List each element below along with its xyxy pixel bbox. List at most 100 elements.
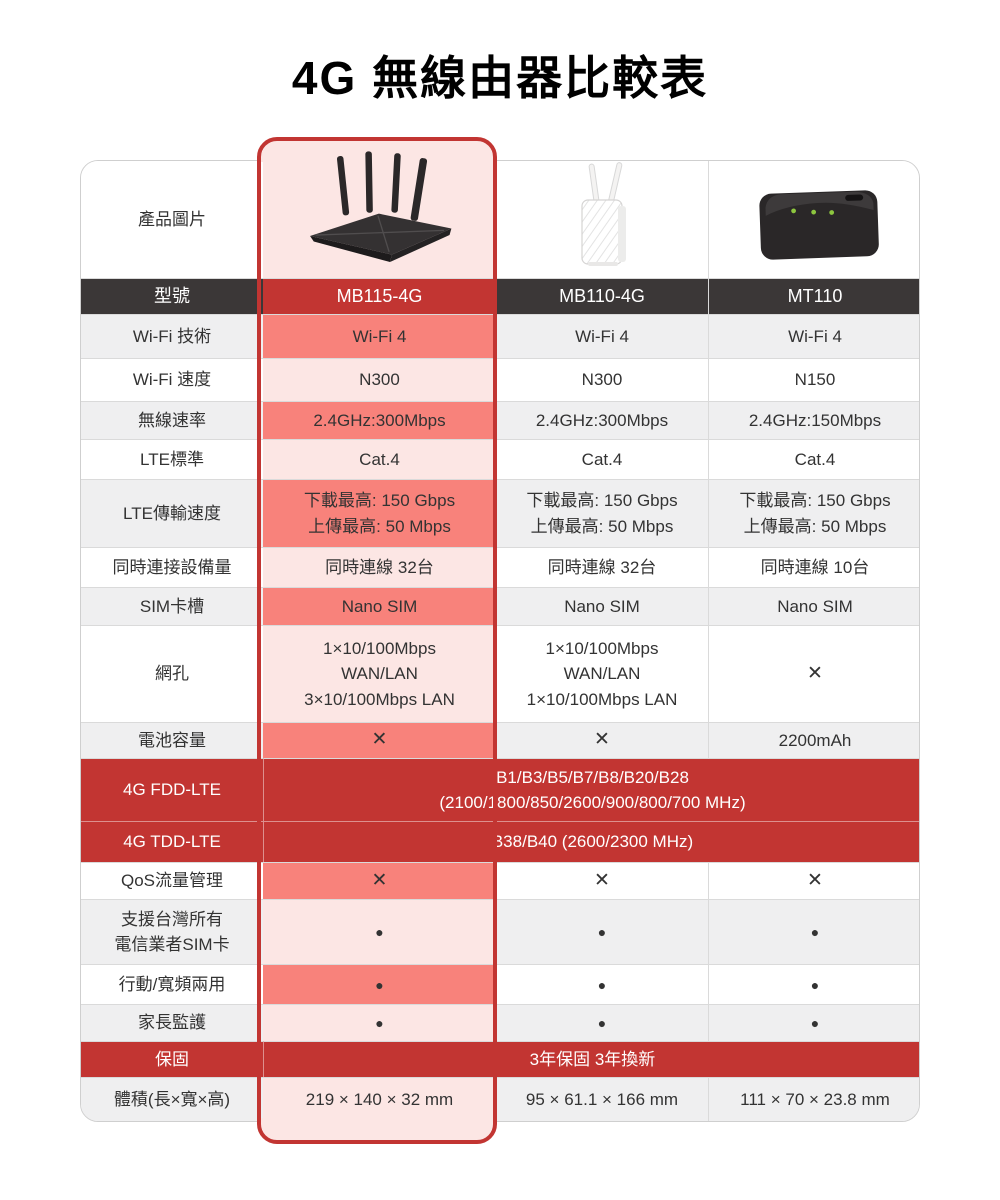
row-label-wifi-tech: Wi-Fi 技術 (81, 314, 263, 358)
row-label-taiwan-sim: 支援台灣所有 電信業者SIM卡 (81, 899, 263, 964)
cell-parental-mt110: ● (708, 1004, 919, 1041)
dot-check-icon: ● (375, 1015, 384, 1032)
cell-wifi-tech-mb115-4g: Wi-Fi 4 (263, 314, 496, 358)
row-label-sim-slot: SIM卡槽 (81, 587, 263, 625)
table-row-warranty: 保固 3年保固 3年換新 (81, 1041, 919, 1077)
cell-line: 1×10/100Mbps (323, 638, 436, 658)
cell-dual-mode-mb110-4g: ● (496, 964, 708, 1004)
dot-check-icon: ● (597, 976, 607, 993)
cell-dual-mode-mb115-4g: ● (263, 964, 496, 1004)
row-label-wifi-speed: Wi-Fi 速度 (81, 358, 263, 401)
band-value-tdd: B38/B40 (2600/2300 MHz) (263, 821, 919, 862)
dot-check-icon: ● (597, 1015, 607, 1032)
cell-volume-mb110-4g: 95 × 61.1 × 166 mm (496, 1077, 708, 1121)
row-label-ports: 網孔 (81, 625, 263, 722)
cell-text: N300 (581, 370, 623, 390)
dot-check-icon: ● (375, 976, 384, 993)
cell-lte-speed-mt110: 下載最高: 150 Gbps 上傳最高: 50 Mbps (708, 479, 919, 547)
table-row-wifi-tech: Wi-Fi 技術 Wi-Fi 4 Wi-Fi 4 Wi-Fi 4 (81, 314, 919, 358)
highlight-column-cap-top (261, 140, 493, 162)
row-label-qos: QoS流量管理 (81, 862, 263, 899)
cell-text: 保固 (155, 1049, 189, 1069)
cell-battery-mt110: 2200mAh (708, 722, 919, 758)
cell-wireless-rate-mt110: 2.4GHz:150Mbps (708, 401, 919, 439)
page-title: 4G 無線由器比較表 (291, 52, 709, 104)
table-row-lte-standard: LTE標準 Cat.4 Cat.4 Cat.4 (81, 439, 919, 479)
cell-wifi-speed-mb110-4g: N300 (496, 358, 708, 401)
row-label-image: 產品圖片 (81, 161, 263, 278)
table-row-tdd: 4G TDD-LTE B38/B40 (2600/2300 MHz) (81, 821, 919, 862)
cell-line: 3×10/100Mbps LAN (304, 689, 455, 709)
cell-text: 4G TDD-LTE (123, 832, 221, 852)
cell-sim-slot-mt110: Nano SIM (708, 587, 919, 625)
table-row-parental: 家長監護 ● ● ● (81, 1004, 919, 1041)
cell-text: 4G FDD-LTE (123, 780, 221, 800)
cell-text: N300 (359, 370, 400, 390)
row-label-wireless-rate: 無線速率 (81, 401, 263, 439)
cell-line: 上傳最高: 50 Mbps (308, 516, 451, 536)
row-label-devices: 同時連接設備量 (81, 547, 263, 587)
cell-text: Nano SIM (564, 596, 640, 616)
cell-text: 111 × 70 × 23.8 mm (740, 1089, 890, 1109)
cell-battery-mb110-4g: ✕ (496, 722, 708, 758)
cell-lte-standard-mb115-4g: Cat.4 (263, 439, 496, 479)
cell-text: Wi-Fi 4 (788, 326, 842, 346)
table-row-lte-speed: LTE傳輸速度 下載最高: 150 Gbps 上傳最高: 50 Mbps 下載最高: … (81, 479, 919, 547)
cell-lte-speed-mb110-4g: 下載最高: 150 Gbps 上傳最高: 50 Mbps (496, 479, 708, 547)
cell-qos-mb115-4g: ✕ (263, 862, 496, 899)
cell-ports-mb110-4g: 1×10/100Mbps WAN/LAN 1×10/100Mbps LAN (496, 625, 708, 722)
cell-line: 1×10/100Mbps LAN (526, 689, 678, 709)
table-row-wifi-speed: Wi-Fi 速度 N300 N300 N150 (81, 358, 919, 401)
cell-devices-mt110: 同時連線 10台 (708, 547, 919, 587)
cell-text: Nano SIM (777, 596, 853, 616)
row-label-model: 型號 (81, 278, 263, 314)
cell-devices-mb115-4g: 同時連線 32台 (263, 547, 496, 587)
cell-line: 上傳最高: 50 Mbps (743, 516, 887, 536)
cell-line: 3年保固 3年換新 (529, 1049, 656, 1069)
cell-line: B38/B40 (2600/2300 MHz) (491, 832, 694, 852)
x-mark-icon: ✕ (371, 869, 388, 891)
cell-line: (2100/1800/850/2600/900/800/700 MHz) (439, 793, 746, 812)
cell-ports-mt110: ✕ (708, 625, 919, 722)
table-row-image: 產品圖片 (81, 161, 919, 278)
x-mark-icon: ✕ (807, 869, 823, 891)
cell-line: B1/B3/B5/B7/B8/B20/B28 (496, 767, 689, 787)
table-row-sim-slot: SIM卡槽 Nano SIM Nano SIM Nano SIM (81, 587, 919, 625)
model-cell-0: MB115-4G (263, 278, 496, 314)
row-label-volume: 體積(長×寬×高) (81, 1077, 263, 1121)
cell-lte-standard-mt110: Cat.4 (708, 439, 919, 479)
cell-qos-mb110-4g: ✕ (496, 862, 708, 899)
table-row-ports: 網孔 1×10/100Mbps WAN/LAN 3×10/100Mbps LAN 1×1… (81, 625, 919, 722)
cell-lte-standard-mb110-4g: Cat.4 (496, 439, 708, 479)
table-row-taiwan-sim: 支援台灣所有 電信業者SIM卡 ● ● ● (81, 899, 919, 964)
cell-ports-mb115-4g: 1×10/100Mbps WAN/LAN 3×10/100Mbps LAN (263, 625, 496, 722)
band-value-fdd: B1/B3/B5/B7/B8/B20/B28 (2100/1800/850/260… (263, 758, 919, 821)
cell-taiwan-sim-mb110-4g: ● (496, 899, 708, 964)
cell-line: 下載最高: 150 Gbps (526, 491, 678, 510)
cell-text: 2.4GHz:300Mbps (313, 410, 446, 430)
cell-wifi-speed-mb115-4g: N300 (263, 358, 496, 401)
dot-check-icon: ● (810, 924, 820, 941)
comparison-table: 產品圖片 型號 MB115-4G MB110-4G MT110 Wi-Fi 技術 Wi-Fi… (80, 160, 920, 1122)
product-image-mb115-4g (284, 148, 470, 270)
row-label-parental: 家長監護 (81, 1004, 263, 1041)
cell-text: 2.4GHz:150Mbps (748, 410, 882, 430)
cell-text: Wi-Fi 4 (575, 326, 629, 346)
spec-table: 產品圖片 型號 MB115-4G MB110-4G MT110 Wi-Fi 技術 Wi-Fi… (81, 161, 919, 1121)
cell-battery-mb115-4g: ✕ (263, 722, 496, 758)
table-row-volume: 體積(長×寬×高) 219 × 140 × 32 mm 95 × 61.1 × 16… (81, 1077, 919, 1121)
cell-wifi-tech-mt110: Wi-Fi 4 (708, 314, 919, 358)
model-cell-1: MB110-4G (496, 278, 708, 314)
table-row-devices: 同時連接設備量 同時連線 32台 同時連線 32台 同時連線 10台 (81, 547, 919, 587)
dot-check-icon: ● (375, 924, 384, 941)
row-label-battery: 電池容量 (81, 722, 263, 758)
cell-text: Nano SIM (341, 596, 418, 616)
cell-line: 電信業者SIM卡 (114, 935, 230, 954)
band-value-warranty: 3年保固 3年換新 (263, 1041, 919, 1077)
cell-wifi-tech-mb110-4g: Wi-Fi 4 (496, 314, 708, 358)
row-label-lte-standard: LTE標準 (81, 439, 263, 479)
row-label-fdd: 4G FDD-LTE (81, 758, 263, 821)
product-image-mt110 (742, 172, 894, 272)
cell-dual-mode-mt110: ● (708, 964, 919, 1004)
